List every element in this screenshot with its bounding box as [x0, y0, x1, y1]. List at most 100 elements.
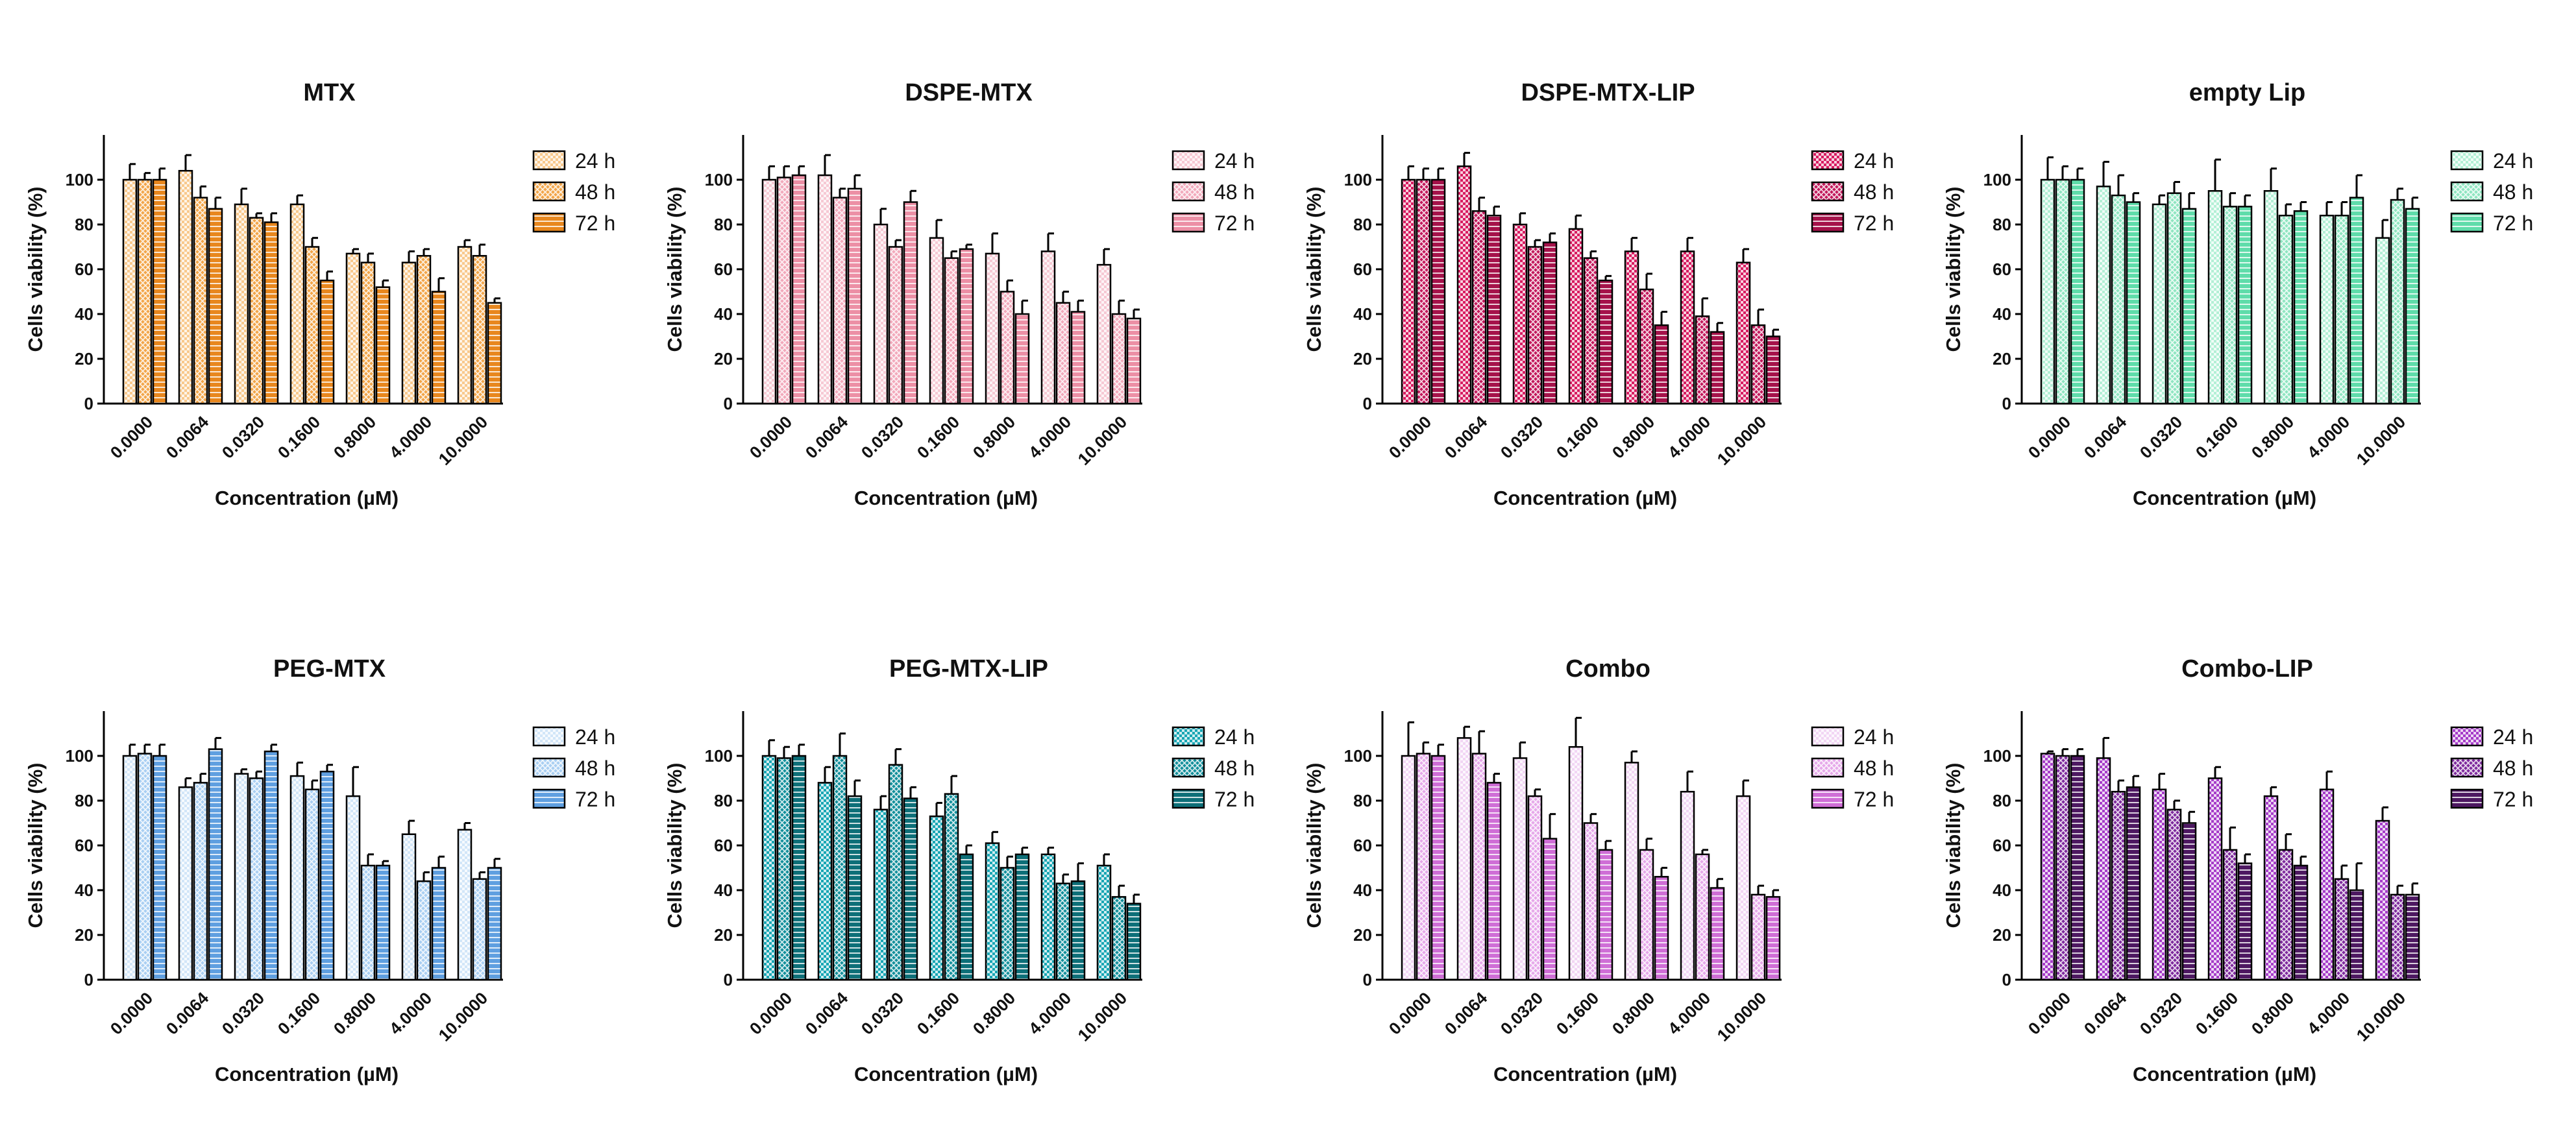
bar-48h-4.0000: [1055, 302, 1071, 405]
bar-24h-0.8000: [2263, 795, 2279, 981]
x-tick-label: 0.0064: [2080, 412, 2131, 463]
x-tick-label: 4.0000: [2303, 988, 2353, 1038]
bar-72h-0.0000: [152, 755, 167, 981]
x-tick-label: 0.1600: [913, 412, 963, 462]
x-tick-label: 0.0000: [106, 988, 156, 1038]
x-tick-label: 0.1600: [274, 412, 324, 462]
x-tick-label: 0.1600: [2192, 988, 2242, 1038]
x-tick-label: 0.0000: [1385, 412, 1435, 462]
x-tick-label: 0.0000: [2024, 412, 2074, 462]
legend-swatch: [1811, 150, 1845, 171]
bar-24h-0.1600: [1568, 228, 1584, 405]
legend-swatch: [1811, 212, 1845, 233]
x-tick-label: 0.1600: [2192, 412, 2242, 462]
bar-72h-10.0000: [1126, 317, 1142, 405]
y-tick-label: 100: [1983, 170, 2011, 189]
bar-72h-10.0000: [1126, 903, 1142, 981]
bar-72h-0.0064: [208, 208, 223, 405]
bar-24h-0.0064: [178, 169, 193, 405]
legend-swatch: [2450, 726, 2484, 747]
legend-swatch: [532, 150, 566, 171]
x-tick-label: 0.1600: [274, 988, 324, 1038]
bar-24h-0.8000: [1624, 250, 1639, 405]
legend-swatch: [1171, 726, 1205, 747]
x-axis-label: Concentration (µM): [1493, 487, 1677, 509]
y-tick-label: 60: [1993, 260, 2011, 279]
x-tick-label: 0.0320: [857, 412, 907, 462]
legend-label: 72 h: [2493, 788, 2533, 811]
bar-72h-0.0000: [791, 755, 807, 981]
legend-swatch: [532, 726, 566, 747]
legend-label: 72 h: [575, 212, 615, 235]
bar-24h-0.1600: [289, 775, 305, 981]
bar-24h-0.1600: [929, 815, 944, 981]
bar-24h-0.1600: [2207, 777, 2223, 981]
bar-24h-0.8000: [345, 795, 361, 981]
legend-swatch: [1811, 181, 1845, 202]
panel-dspe-mtx-lip: DSPE-MTX-LIP 0 20 40 60 80 100 Cells viability …: [1303, 79, 1894, 509]
bar-24h-0.1600: [929, 237, 944, 405]
bar-24h-0.1600: [2207, 190, 2223, 405]
legend-label: 24 h: [1854, 149, 1894, 173]
bar-48h-10.0000: [472, 878, 487, 981]
y-tick-label: 20: [1993, 925, 2011, 945]
bar-24h-10.0000: [1096, 263, 1112, 405]
bar-24h-0.0320: [2152, 203, 2167, 405]
bar-72h-0.0000: [1430, 178, 1446, 405]
legend-swatch: [1811, 788, 1845, 809]
bar-72h-0.0000: [2070, 178, 2085, 405]
bar-72h-4.0000: [431, 291, 447, 405]
bar-48h-4.0000: [1695, 853, 1710, 981]
x-tick-label: 10.0000: [435, 412, 492, 469]
y-tick-label: 40: [1353, 880, 1372, 900]
bar-72h-4.0000: [1070, 311, 1086, 405]
bar-48h-10.0000: [1750, 893, 1766, 981]
bar-72h-0.0000: [2070, 755, 2085, 981]
bar-72h-0.1600: [2237, 862, 2253, 981]
bar-72h-0.0320: [1542, 838, 1558, 981]
y-tick-label: 0: [724, 970, 733, 989]
bar-24h-0.0064: [2096, 186, 2111, 405]
x-tick-label: 10.0000: [1713, 988, 1771, 1045]
y-tick-label: 40: [714, 304, 733, 324]
chart-title: PEG-MTX-LIP: [889, 655, 1048, 683]
bar-72h-10.0000: [2405, 208, 2420, 405]
bar-24h-10.0000: [457, 246, 472, 405]
bar-24h-0.0320: [873, 223, 889, 405]
bar-24h-0.8000: [2263, 190, 2279, 405]
y-axis-label: Cells viability (%): [663, 763, 686, 928]
bar-48h-0.8000: [360, 261, 376, 405]
y-tick-label: 60: [75, 836, 93, 855]
y-tick-label: 60: [1993, 836, 2011, 855]
y-tick-label: 80: [1993, 791, 2011, 810]
bar-48h-0.0000: [137, 753, 153, 981]
bar-48h-0.0000: [776, 757, 792, 981]
bar-48h-0.0000: [776, 176, 792, 405]
bar-48h-0.8000: [2278, 214, 2294, 405]
bar-48h-0.0000: [137, 178, 153, 405]
bar-48h-0.0320: [249, 777, 264, 981]
y-tick-label: 0: [84, 970, 93, 989]
chart-title: MTX: [303, 79, 356, 106]
bar-72h-0.0064: [2126, 786, 2141, 981]
legend-label: 48 h: [575, 180, 615, 204]
bar-24h-4.0000: [401, 261, 417, 405]
y-tick-label: 60: [1353, 836, 1372, 855]
y-tick-label: 20: [1353, 925, 1372, 945]
bar-48h-0.0064: [2111, 790, 2126, 981]
bar-48h-10.0000: [2390, 199, 2405, 405]
bar-48h-0.0320: [2166, 192, 2182, 405]
x-tick-label: 0.0320: [857, 988, 907, 1038]
bar-48h-0.0320: [1527, 246, 1543, 405]
y-tick-label: 80: [714, 215, 733, 234]
x-tick-label: 0.0064: [1441, 988, 1491, 1039]
x-tick-label: 0.0320: [1497, 988, 1547, 1038]
y-tick-label: 80: [75, 215, 93, 234]
bar-72h-10.0000: [487, 867, 502, 981]
bar-48h-0.1600: [944, 793, 959, 981]
legend-swatch: [532, 757, 566, 778]
bar-72h-0.8000: [1014, 853, 1030, 981]
legend-label: 24 h: [575, 725, 615, 749]
bar-48h-10.0000: [1750, 324, 1766, 405]
bar-48h-0.0064: [1471, 210, 1487, 405]
